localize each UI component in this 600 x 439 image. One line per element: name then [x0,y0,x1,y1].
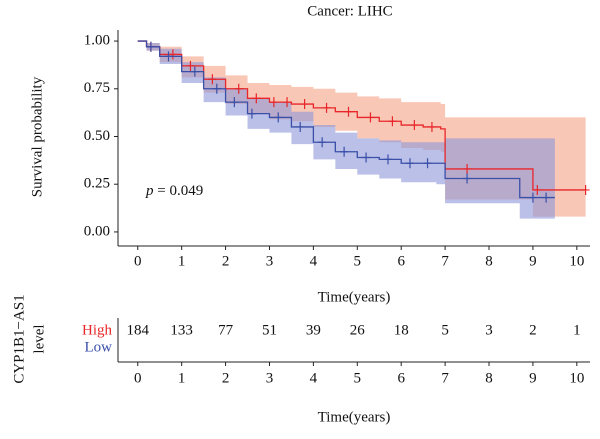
p-text: = 0.049 [157,183,203,199]
risk-count: 184 [127,322,150,338]
censor-mark [212,83,221,94]
risk-table-label: CYP1B1−AS1 [11,294,27,383]
censor-mark [247,108,256,119]
risk-count: 5 [441,322,449,338]
x-tick-label: 7 [441,253,449,269]
censor-mark [528,192,537,203]
x-tick-label: 6 [397,253,405,269]
risk-x-tick-label: 9 [529,370,537,386]
censor-mark [427,121,436,132]
risk-x-tick-label: 0 [134,370,142,386]
x-tick-label: 0 [134,253,142,269]
risk-x-tick-label: 1 [178,370,186,386]
censor-mark [362,152,371,163]
x-tick-label: 3 [266,253,274,269]
y-axis-label: Survival probability [29,76,45,197]
risk-count: 77 [218,322,234,338]
risk-x-tick-label: 6 [397,370,405,386]
y-tick-label: 1.00 [84,33,110,49]
x-axis-label: Time(years) [318,289,391,305]
censor-mark [300,99,309,110]
risk-x-tick-label: 5 [354,370,362,386]
censor-mark [269,97,278,108]
censor-mark [164,51,173,62]
censor-mark [296,121,305,132]
risk-x-tick-label: 7 [441,370,449,386]
x-tick-label: 2 [222,253,230,269]
x-tick-label: 8 [485,253,493,269]
censor-mark [208,74,217,85]
y-tick-label: 0.25 [84,176,110,192]
risk-x-tick-label: 3 [266,370,274,386]
y-tick-label: 0.75 [84,80,110,96]
risk-count: 39 [306,322,321,338]
risk-group-label: Low [85,339,113,355]
censor-mark [581,184,590,195]
censor-mark [322,102,331,113]
censor-mark [423,158,432,169]
risk-x-tick-label: 8 [485,370,493,386]
x-tick-label: 5 [354,253,362,269]
risk-x-tick-label: 4 [310,370,318,386]
risk-group-label: High [82,322,113,338]
censor-mark [463,173,472,184]
x-tick-label: 10 [569,253,584,269]
y-tick-label: 0.00 [84,223,110,239]
risk-count: 133 [170,322,193,338]
x-tick-label: 4 [310,253,318,269]
risk-count: 2 [529,322,537,338]
censor-mark [410,120,419,131]
risk-table-label: level [31,324,47,353]
risk-x-axis-label: Time(years) [318,409,391,425]
censor-mark [230,97,239,108]
censor-mark [234,83,243,94]
censor-mark [340,146,349,157]
censor-mark [146,41,155,52]
survival-curve [137,40,555,199]
risk-count: 18 [394,322,409,338]
censor-mark [252,93,261,104]
risk-count: 1 [573,322,581,338]
censor-mark [533,184,542,195]
y-tick-label: 0.50 [84,128,110,144]
censor-mark [384,154,393,165]
censor-mark [463,163,472,174]
confidence-band [137,41,555,219]
censor-mark [168,49,177,60]
censor-mark [542,192,551,203]
censor-mark [366,112,375,123]
censor-mark [318,137,327,148]
censor-mark [274,112,283,123]
censor-mark [283,97,292,108]
x-tick-label: 9 [529,253,537,269]
risk-count: 51 [262,322,277,338]
risk-x-tick-label: 2 [222,370,230,386]
censor-mark [186,60,195,71]
x-tick-label: 1 [178,253,186,269]
p-value: p = 0.049 [145,183,203,199]
risk-count: 3 [485,322,493,338]
censor-mark [190,66,199,77]
chart-title: Cancer: LIHC [307,3,392,19]
censor-mark [344,106,353,117]
risk-x-tick-label: 10 [569,370,584,386]
censor-mark [388,116,397,127]
risk-count: 26 [350,322,366,338]
censor-mark [405,158,414,169]
p-symbol: p [145,183,154,199]
